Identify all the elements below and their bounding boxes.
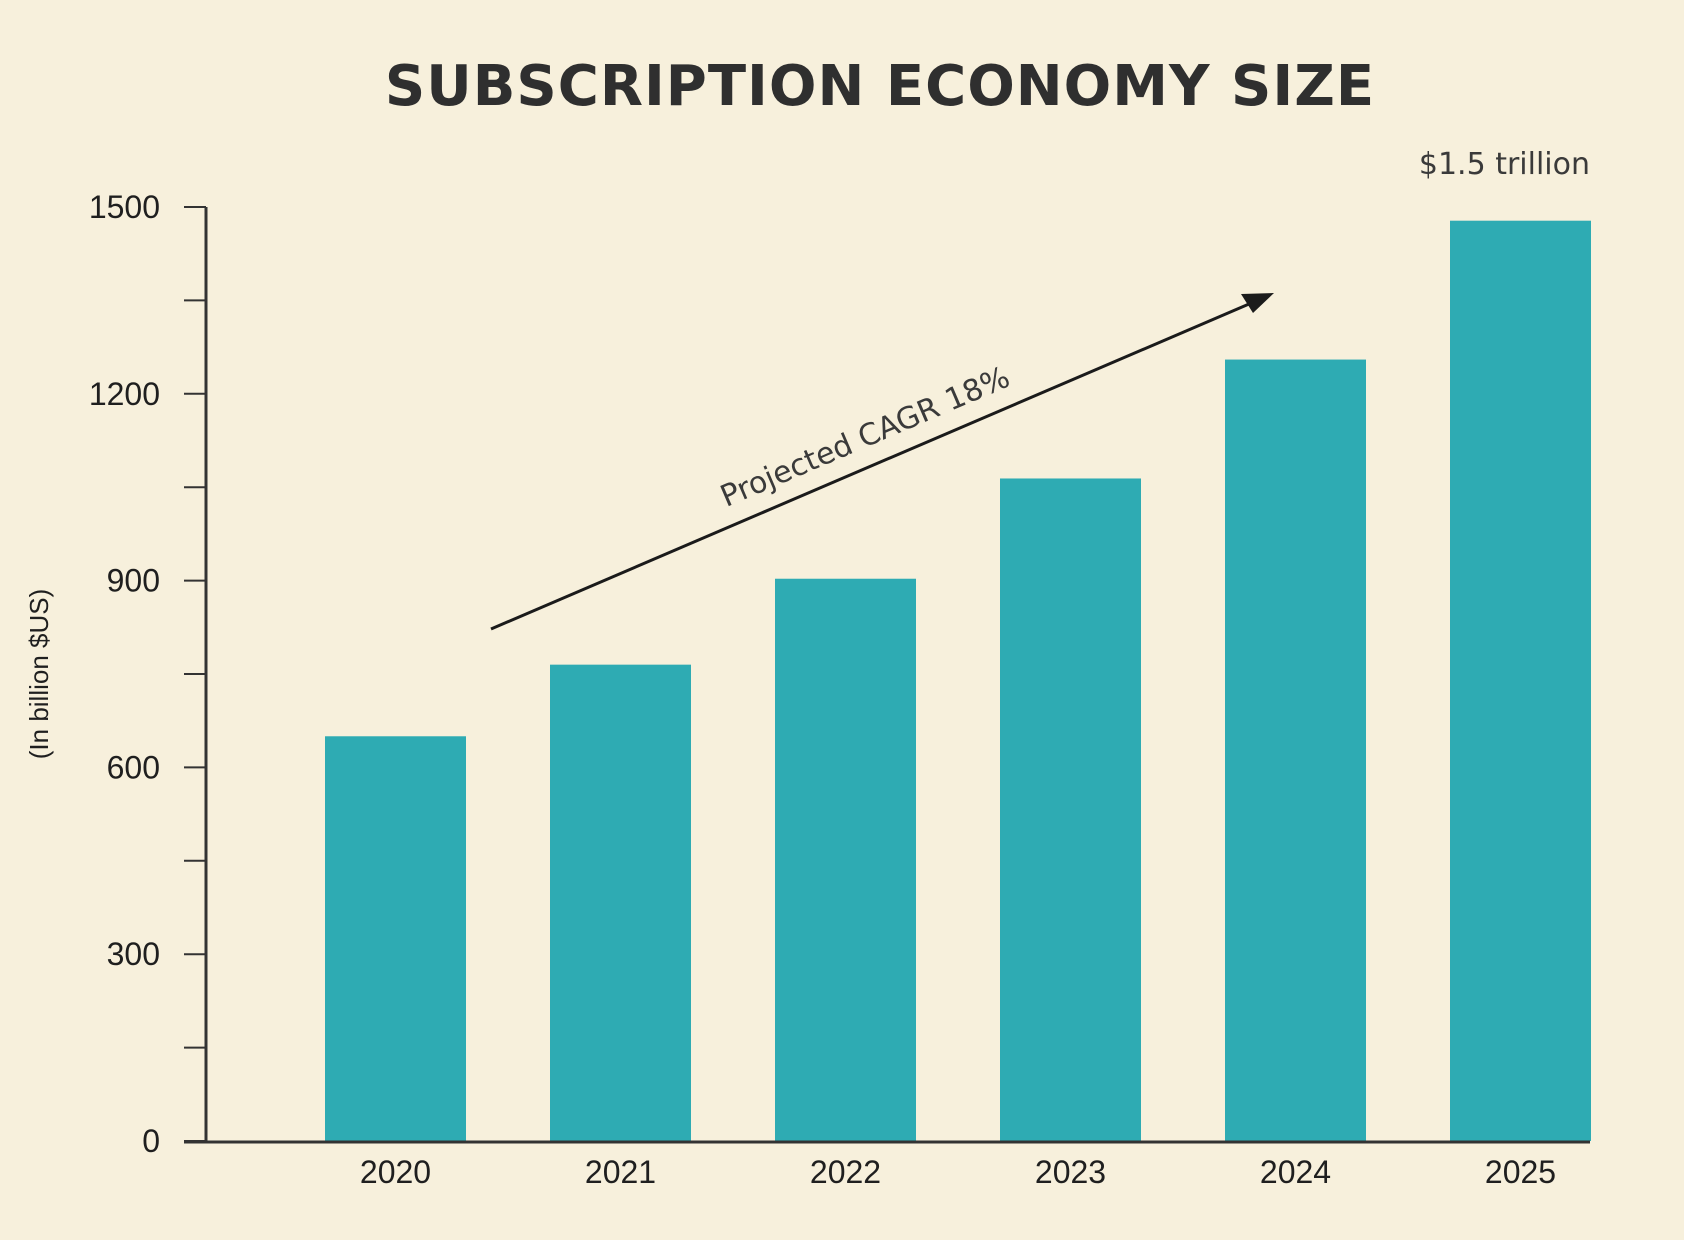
bar-2025 <box>1450 220 1591 1141</box>
bar-2021 <box>550 664 691 1141</box>
x-tick-label-2023: 2023 <box>1035 1154 1106 1190</box>
y-ticks-group: 0 300 600 900 1200 1500 <box>89 189 160 1159</box>
trend-arrow-line <box>490 299 1257 631</box>
bar-2022 <box>775 578 916 1141</box>
chart-title: SUBSCRIPTION ECONOMY SIZE <box>385 54 1375 119</box>
y-axis-label: (In billion $US) <box>24 589 54 760</box>
bar-2024 <box>1225 359 1366 1141</box>
y-tick-label-300: 300 <box>107 936 160 972</box>
trend-annotation: Projected CAGR 18% <box>490 293 1274 631</box>
x-tick-label-2021: 2021 <box>585 1154 656 1190</box>
bar-2023 <box>1000 478 1141 1141</box>
axes-group <box>184 206 1590 1144</box>
x-tick-label-2022: 2022 <box>810 1154 881 1190</box>
y-tick-label-900: 900 <box>107 563 160 599</box>
x-tick-label-2020: 2020 <box>360 1154 431 1190</box>
y-tick-label-600: 600 <box>107 749 160 785</box>
total-value-label: $1.5 trillion <box>1419 147 1590 182</box>
y-tick-label-1500: 1500 <box>89 189 160 225</box>
cagr-annotation: Projected CAGR 18% <box>715 360 1015 515</box>
x-tick-label-2024: 2024 <box>1260 1154 1331 1190</box>
y-tick-label-1200: 1200 <box>89 376 160 412</box>
y-tick-label-0: 0 <box>142 1123 160 1159</box>
trend-arrow-head <box>1241 293 1274 313</box>
x-ticks-group: 2020 2021 2022 2023 2024 2025 <box>360 1154 1556 1190</box>
bar-2020 <box>325 736 466 1141</box>
bars-group <box>325 220 1591 1141</box>
x-tick-label-2025: 2025 <box>1485 1154 1556 1190</box>
